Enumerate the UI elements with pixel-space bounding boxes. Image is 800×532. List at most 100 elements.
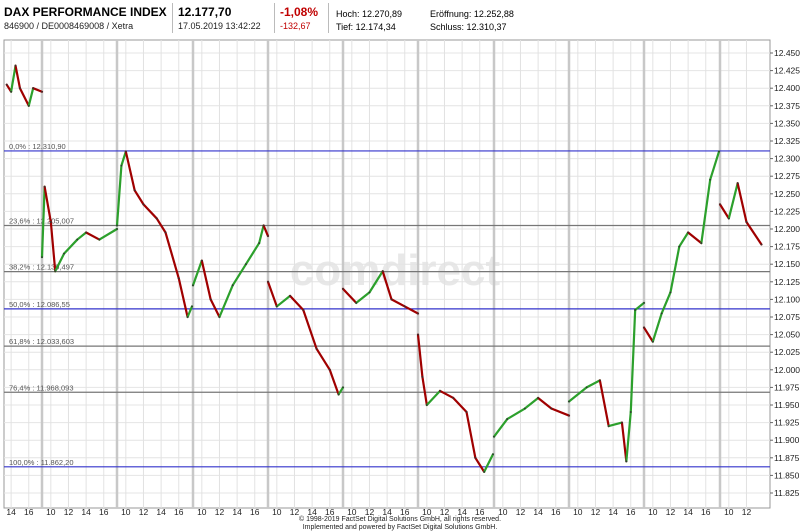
y-tick-label: 12.050 <box>774 330 800 340</box>
price-segment <box>191 259 203 287</box>
price-chart: comdirect 12.450 12.425 12.400 12.375 12.350 1… <box>3 39 800 516</box>
price-segment <box>43 185 52 224</box>
price-point <box>687 231 690 234</box>
change-percent: -1,08% <box>280 5 319 19</box>
price-segment <box>629 308 637 414</box>
x-hour-label: 10 <box>121 507 131 516</box>
price-point <box>465 411 468 413</box>
price-segment <box>390 298 406 308</box>
price-point <box>41 90 43 93</box>
price-segment <box>523 396 540 410</box>
price-segment <box>425 389 442 407</box>
price-point <box>568 400 570 403</box>
price-segment <box>651 312 663 343</box>
fibonacci-label: 76,4% : 11.968,093 <box>9 383 74 392</box>
price-point <box>660 312 663 315</box>
price-segment <box>328 368 340 396</box>
x-hour-label: 10 <box>197 507 207 516</box>
x-hour-label: 14 <box>457 507 467 516</box>
fibonacci-label: 38,2% : 12.139,497 <box>9 263 74 272</box>
quote-header: DAX PERFORMANCE INDEX 846900 / DE0008469… <box>0 0 800 34</box>
y-tick-label: 12.100 <box>774 294 800 304</box>
price-point <box>718 150 720 153</box>
price-point <box>192 284 194 287</box>
price-point <box>231 284 234 287</box>
x-hour-label: 12 <box>591 507 601 516</box>
price-point <box>669 291 672 294</box>
price-point <box>200 259 203 262</box>
price-point <box>651 340 654 343</box>
price-point <box>745 221 748 223</box>
price-segment <box>164 231 180 280</box>
x-hour-label: 14 <box>307 507 317 516</box>
price-segment <box>483 453 495 473</box>
x-hour-label: 16 <box>174 507 184 516</box>
y-tick-label: 12.350 <box>774 118 800 128</box>
price-point <box>41 256 43 259</box>
copyright-line: © 1998-2019 FactSet Digital Solutions Gm… <box>298 516 502 523</box>
x-hour-label: 16 <box>99 507 109 516</box>
low-value: Tief: 12.174,34 <box>336 22 396 32</box>
price-point <box>607 425 610 428</box>
x-hour-label: 14 <box>533 507 543 516</box>
y-tick-label: 12.075 <box>774 312 800 322</box>
price-segment <box>288 294 305 312</box>
y-tick-label: 12.025 <box>774 347 800 357</box>
price-point <box>523 407 526 410</box>
price-segment <box>62 238 79 255</box>
price-point <box>483 470 486 473</box>
y-tick-label: 12.250 <box>774 189 800 199</box>
price-segment <box>669 245 681 294</box>
y-tick-label: 12.300 <box>774 154 800 164</box>
price-point <box>417 333 419 336</box>
y-tick-label: 12.175 <box>774 242 800 252</box>
y-tick-label: 12.000 <box>774 365 800 375</box>
price-point <box>76 238 79 241</box>
price-segment <box>32 87 44 93</box>
price-segment <box>625 410 632 463</box>
price-segment <box>14 64 22 90</box>
price-point <box>258 242 261 244</box>
price-point <box>381 270 384 273</box>
price-segment <box>678 231 690 248</box>
y-tick-label: 12.325 <box>774 136 800 146</box>
price-segment <box>727 182 739 220</box>
x-hour-label: 12 <box>64 507 74 516</box>
price-segment <box>186 305 194 319</box>
price-point <box>32 87 35 90</box>
price-point <box>625 460 628 463</box>
price-point <box>493 435 495 438</box>
y-tick-label: 11.825 <box>774 488 800 498</box>
price-segment <box>687 231 703 245</box>
price-point <box>133 189 136 192</box>
instrument-cell: DAX PERFORMANCE INDEX 846900 / DE0008469… <box>0 3 173 33</box>
price-point <box>403 305 406 308</box>
x-hour-label: 16 <box>475 507 485 516</box>
price-segment <box>438 389 455 400</box>
y-tick-label: 12.450 <box>774 48 800 58</box>
price-point <box>709 178 712 181</box>
x-hour-label: 10 <box>347 507 357 516</box>
x-hour-label: 14 <box>6 507 16 516</box>
price-segment <box>18 87 30 107</box>
price-point <box>439 390 441 392</box>
price-point <box>550 407 553 410</box>
price-point <box>328 368 331 371</box>
price-segment <box>416 333 424 378</box>
price-segment <box>452 396 468 414</box>
high-value: Hoch: 12.270,89 <box>336 9 403 19</box>
x-hour-label: 14 <box>382 507 392 516</box>
x-hour-label: 10 <box>724 507 734 516</box>
price-segment <box>49 220 57 273</box>
x-hour-label: 16 <box>551 507 561 516</box>
price-segment <box>54 252 66 273</box>
copyright-footer: © 1998-2019 FactSet Digital Solutions Gm… <box>0 516 800 532</box>
price-point <box>191 305 193 308</box>
price-point <box>342 287 344 290</box>
change-absolute: -132,67 <box>280 21 311 31</box>
x-hour-label: 16 <box>24 507 34 516</box>
x-hour-label: 16 <box>325 507 335 516</box>
price-point <box>342 386 344 389</box>
price-point <box>164 231 167 234</box>
price-point <box>474 456 477 459</box>
